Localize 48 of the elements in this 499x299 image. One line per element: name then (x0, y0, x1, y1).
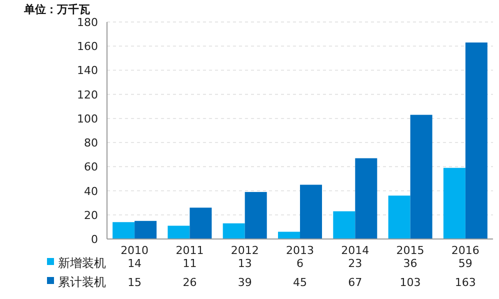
x-tick-label: 2011 (176, 244, 204, 257)
data-label: 45 (293, 276, 307, 289)
y-axis-title: 单位：万千瓦 (23, 3, 90, 16)
legend-label: 累计装机 (58, 275, 106, 289)
data-label: 11 (182, 257, 197, 270)
data-label: 103 (400, 276, 421, 289)
legend-label: 新增装机 (58, 256, 106, 270)
bar (443, 168, 466, 239)
data-label: 36 (403, 257, 418, 270)
data-label: 26 (182, 276, 197, 289)
bar (134, 220, 157, 239)
y-tick-label: 20 (84, 208, 98, 222)
data-label: 14 (128, 257, 142, 270)
data-label: 163 (454, 276, 476, 289)
x-tick-label: 2014 (341, 244, 370, 257)
data-label: 13 (238, 257, 252, 270)
y-tick-label: 40 (84, 184, 98, 198)
y-tick-label: 120 (77, 88, 98, 102)
data-label: 67 (348, 276, 362, 289)
y-tick-label: 160 (77, 40, 98, 54)
data-label: 59 (458, 257, 472, 270)
x-tick-label: 2013 (286, 244, 314, 257)
data-label: 39 (238, 276, 252, 289)
bar (244, 192, 267, 239)
data-label: 6 (296, 257, 304, 270)
bar (190, 208, 212, 239)
bar (222, 223, 245, 239)
x-tick-label: 2016 (451, 244, 480, 257)
x-tick-label: 2012 (230, 244, 259, 257)
y-tick-label: 100 (77, 112, 98, 126)
y-tick-label: 180 (77, 16, 98, 29)
bar (465, 42, 488, 239)
data-label: 23 (348, 257, 362, 270)
bar (355, 158, 378, 239)
bar (300, 184, 322, 239)
data-label: 15 (128, 276, 142, 289)
bar (278, 232, 300, 239)
y-tick-label: 80 (84, 136, 98, 150)
x-tick-label: 2010 (120, 244, 149, 257)
bar (410, 114, 432, 239)
y-tick-label: 0 (91, 233, 98, 246)
bar (168, 226, 190, 239)
bar (112, 222, 135, 239)
y-tick-label: 140 (77, 64, 98, 78)
bar (388, 196, 410, 239)
x-tick-label: 2015 (396, 244, 424, 257)
y-tick-label: 60 (84, 160, 98, 174)
bar (333, 211, 356, 239)
